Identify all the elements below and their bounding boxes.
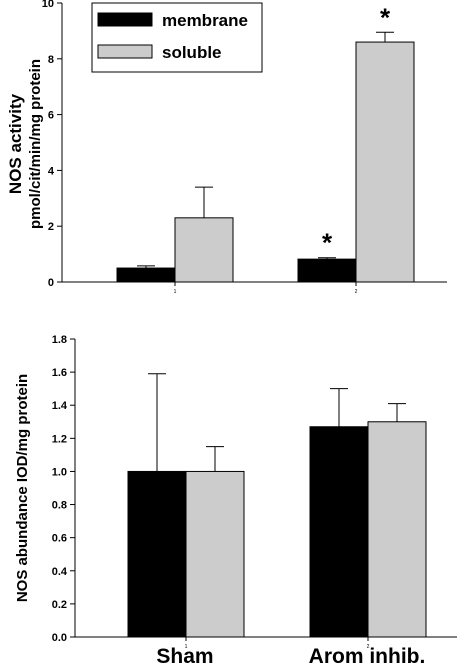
abundance-y-tick-label: 1.4 [52, 400, 68, 412]
abundance-bar-membrane-2 [309, 426, 369, 638]
category-label-sham: Sham [156, 645, 213, 666]
abundance-y-axis-label: NOS abundance IOD/mg protein [14, 374, 31, 602]
legend-label-soluble: soluble [162, 43, 222, 62]
abundance-y-tick-label: 1.8 [52, 334, 67, 346]
activity-y-tick-label: 0 [48, 277, 54, 289]
activity-x-tick-label: 1 [174, 289, 177, 295]
activity-y-axis-label-line2: pmol/cit/min/mg protein [27, 59, 44, 229]
abundance-bar-membrane-1 [127, 470, 187, 638]
abundance-y-tick-label: 1.2 [52, 433, 67, 445]
abundance-y-tick-label: 0.2 [52, 599, 67, 611]
activity-y-tick-label: 2 [48, 221, 54, 233]
activity-bar-soluble-1 [174, 217, 234, 283]
activity-bar-membrane-1 [116, 267, 176, 283]
abundance-y-tick-label: 0.4 [52, 566, 68, 578]
abundance-panel: 0.0 0.2 0.4 0.6 0.8 1.0 1.2 1.4 1.6 1.8 1 2 NOS abu… [14, 334, 457, 666]
abundance-x-tick-label: 1 [185, 644, 188, 650]
legend-swatch-membrane [97, 12, 153, 27]
activity-significance-soluble-2: * [380, 2, 391, 32]
category-label-arom-inhib: Arom inhib. [309, 645, 426, 666]
legend: membrane soluble [91, 2, 263, 73]
activity-x-tick-label: 2 [355, 289, 358, 295]
activity-y-tick-label: 6 [48, 110, 54, 122]
activity-y-tick-label: 4 [48, 165, 55, 177]
legend-label-membrane: membrane [162, 11, 248, 30]
activity-y-tick-label: 10 [42, 0, 54, 10]
activity-bar-membrane-2 [297, 258, 357, 283]
activity-y-axis-label-line1: NOS activity [6, 93, 25, 194]
abundance-y-tick-label: 0.6 [52, 533, 67, 545]
abundance-y-tick-label: 0.8 [52, 500, 67, 512]
activity-bar-soluble-2 [355, 41, 415, 283]
abundance-x-tick-label: 2 [367, 644, 370, 650]
abundance-bar-soluble-1 [185, 470, 245, 638]
abundance-y-tick-label: 0.0 [52, 632, 67, 644]
abundance-bars [127, 373, 427, 638]
abundance-ticks: 0.0 0.2 0.4 0.6 0.8 1.0 1.2 1.4 1.6 1.8 1 2 [52, 334, 370, 650]
abundance-y-tick-label: 1.0 [52, 466, 67, 478]
abundance-y-tick-label: 1.6 [52, 367, 67, 379]
activity-bars: ** [116, 2, 415, 283]
abundance-bar-soluble-2 [367, 421, 427, 638]
legend-swatch-soluble [97, 44, 153, 59]
activity-y-tick-label: 8 [48, 54, 54, 66]
activity-significance-membrane-2: * [322, 228, 333, 258]
